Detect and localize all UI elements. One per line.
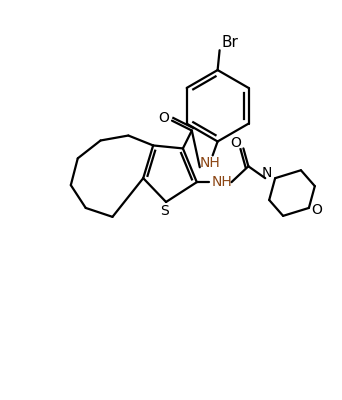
Text: O: O — [311, 203, 322, 217]
Text: Br: Br — [221, 35, 238, 50]
Text: O: O — [159, 111, 170, 125]
Text: S: S — [160, 204, 168, 218]
Text: NH: NH — [211, 175, 232, 189]
Text: O: O — [230, 136, 241, 150]
Text: NH: NH — [199, 156, 220, 170]
Text: N: N — [262, 166, 272, 180]
